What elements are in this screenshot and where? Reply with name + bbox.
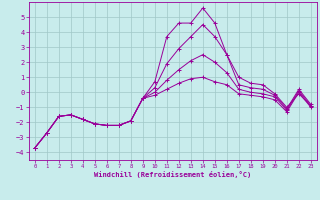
X-axis label: Windchill (Refroidissement éolien,°C): Windchill (Refroidissement éolien,°C) (94, 171, 252, 178)
